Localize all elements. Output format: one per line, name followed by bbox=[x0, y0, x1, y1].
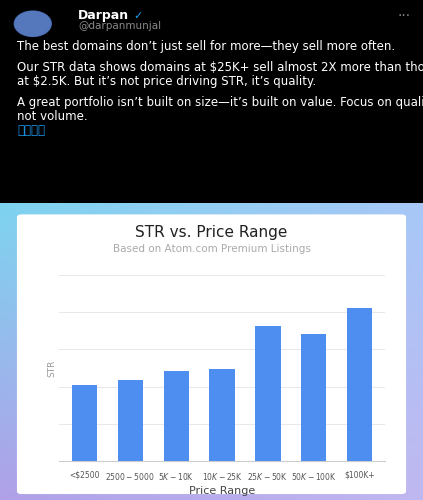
Text: ···: ··· bbox=[397, 9, 410, 23]
Bar bbox=[347, 308, 372, 461]
Text: ✓: ✓ bbox=[133, 11, 143, 21]
Circle shape bbox=[14, 11, 51, 36]
FancyBboxPatch shape bbox=[17, 214, 406, 494]
Bar bbox=[164, 372, 189, 461]
Bar bbox=[118, 380, 143, 461]
Text: at $2.5K. But it’s not price driving STR, it’s quality.: at $2.5K. But it’s not price driving STR… bbox=[17, 75, 316, 88]
Text: Based on Atom.com Premium Listings: Based on Atom.com Premium Listings bbox=[113, 244, 310, 254]
Bar bbox=[301, 334, 327, 461]
Text: Our STR data shows domains at $25K+ sell almost 2X more than those: Our STR data shows domains at $25K+ sell… bbox=[17, 61, 423, 74]
Text: STR vs. Price Range: STR vs. Price Range bbox=[135, 225, 288, 240]
Text: @darpanmunjal: @darpanmunjal bbox=[78, 21, 162, 31]
Text: A great portfolio isn’t built on size—it’s built on value. Focus on quality,: A great portfolio isn’t built on size—it… bbox=[17, 96, 423, 109]
Bar bbox=[72, 385, 97, 461]
X-axis label: Price Range: Price Range bbox=[189, 486, 255, 496]
Bar bbox=[209, 368, 235, 461]
Text: 翻译帖子: 翻译帖子 bbox=[17, 124, 45, 137]
Text: Darpan: Darpan bbox=[78, 10, 129, 22]
Text: not volume.: not volume. bbox=[17, 110, 88, 123]
Y-axis label: STR: STR bbox=[47, 360, 56, 376]
Text: The best domains don’t just sell for more—they sell more often.: The best domains don’t just sell for mor… bbox=[17, 40, 395, 53]
Bar bbox=[255, 326, 280, 461]
Circle shape bbox=[15, 12, 50, 36]
